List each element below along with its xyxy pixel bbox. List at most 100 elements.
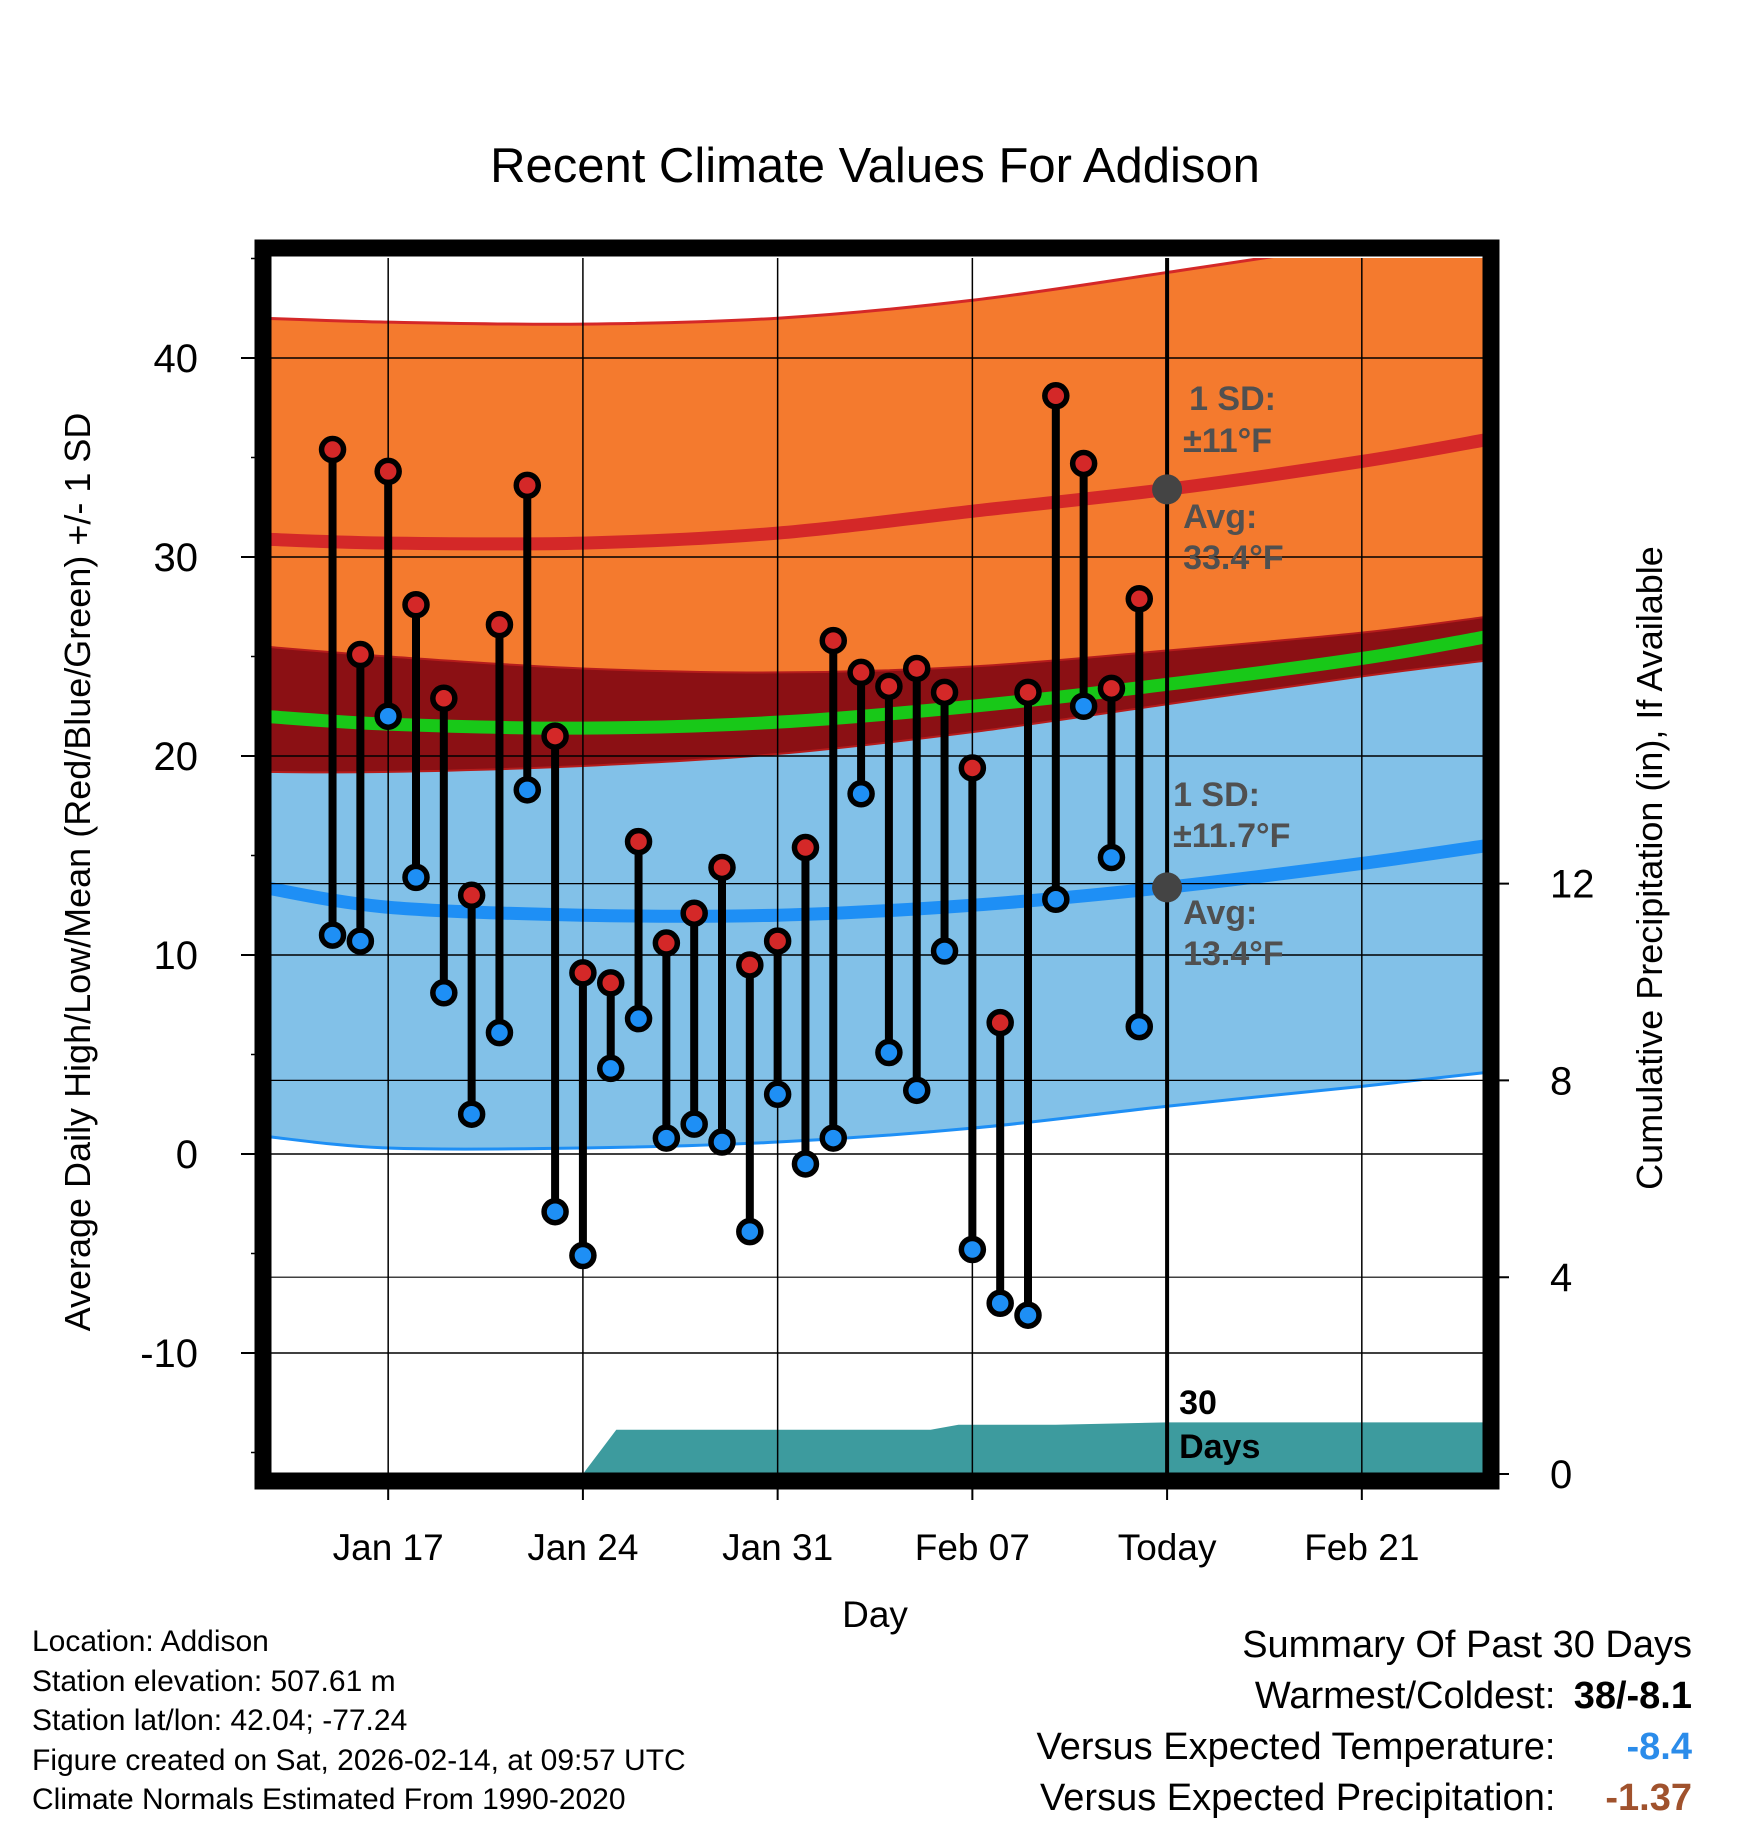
obs-low-point: [958, 1235, 987, 1264]
obs-high-point: [763, 927, 792, 955]
high-sd-value: ±11°F: [1183, 422, 1272, 460]
summary-temp-row: Versus Expected Temperature: -8.4: [1037, 1722, 1692, 1773]
obs-low-point: [402, 863, 430, 892]
obs-high-point: [1042, 382, 1070, 410]
obs-low-point: [541, 1197, 569, 1226]
x-tick-label: Jan 31: [722, 1527, 833, 1568]
obs-high-point: [930, 678, 959, 707]
today-high-marker: [1152, 474, 1183, 505]
high-avg-label: Avg:: [1183, 498, 1257, 536]
low-sd-lower-line: [263, 1070, 1487, 1151]
obs-high-point: [819, 626, 848, 655]
x-tick-label: Jan 17: [333, 1527, 444, 1568]
y2-tick-label: 0: [1550, 1453, 1572, 1497]
obs-low-point: [596, 1054, 625, 1083]
obs-low-point: [430, 979, 458, 1007]
obs-high-point: [1069, 449, 1098, 478]
summary-panel: Summary Of Past 30 Days Warmest/Coldest:…: [1037, 1620, 1692, 1824]
today-low-marker: [1152, 872, 1183, 903]
y2-tick-label: 12: [1550, 863, 1595, 907]
x-tick-label: Today: [1118, 1527, 1217, 1568]
high-sd-label: 1 SD:: [1189, 380, 1276, 418]
high-sd-lower-line: [263, 615, 1487, 674]
obs-low-point: [457, 1100, 486, 1128]
obs-low-point: [1125, 1012, 1154, 1041]
high-avg-value: 33.4°F: [1183, 539, 1284, 577]
location-text: Location: Addison: [32, 1625, 269, 1658]
summary-warmest-row: Warmest/Coldest: 38/-8.1: [1037, 1671, 1692, 1722]
obs-high-point: [1014, 678, 1042, 707]
precip-anomaly-value: -1.37: [1605, 1777, 1692, 1819]
obs-high-point: [624, 827, 653, 856]
obs-low-point: [1042, 885, 1070, 914]
obs-low-point: [374, 702, 402, 730]
obs-low-point: [624, 1004, 653, 1033]
obs-low-point: [485, 1018, 514, 1047]
obs-high-point: [958, 754, 987, 782]
obs-low-point: [902, 1076, 931, 1105]
obs-high-point: [485, 610, 514, 639]
x-axis-label: Day: [842, 1594, 908, 1635]
obs-low-point: [819, 1124, 848, 1152]
y-tick-label: 40: [154, 337, 199, 381]
precip-area: [263, 1422, 1487, 1474]
plot-frame: [254, 239, 1500, 1490]
obs-high-point: [1125, 585, 1154, 613]
warmest-label: Warmest/Coldest:: [1254, 1675, 1556, 1717]
obs-high-point: [791, 833, 820, 862]
obs-high-point: [902, 654, 931, 683]
high-sd-band: [263, 258, 1487, 673]
obs-low-point: [1014, 1301, 1042, 1329]
summary-precip-row: Versus Expected Precipitation: -1.37: [1037, 1773, 1692, 1824]
x-tick-label: Jan 24: [527, 1527, 638, 1568]
obs-high-point: [402, 591, 430, 619]
y-tick-label: 30: [154, 536, 199, 580]
y-tick-label: 0: [176, 1133, 198, 1177]
created-text: Figure created on Sat, 2026-02-14, at 09…: [32, 1743, 686, 1777]
normal-low-line: [263, 839, 1487, 923]
station-info: Location: Addison Station elevation: 507…: [32, 1622, 686, 1820]
x-tick-label: Feb 21: [1304, 1527, 1419, 1568]
obs-high-point: [1097, 674, 1126, 703]
obs-low-point: [1097, 843, 1126, 872]
y2-axis-label: Cumulative Precipitation (in), If Availa…: [1629, 546, 1670, 1190]
obs-high-point: [374, 457, 402, 486]
summary-title: Summary Of Past 30 Days: [1242, 1624, 1692, 1666]
obs-high-point: [457, 881, 486, 910]
y-tick-label: 10: [154, 934, 199, 978]
obs-low-point: [513, 776, 542, 804]
today-days-label: 30: [1179, 1384, 1217, 1422]
obs-low-point: [791, 1150, 820, 1178]
obs-low-point: [1069, 692, 1098, 720]
obs-high-point: [847, 658, 875, 687]
y2-tick-label: 4: [1550, 1256, 1572, 1300]
obs-high-point: [596, 969, 625, 997]
y-tick-label: 20: [154, 735, 199, 779]
obs-high-point: [318, 435, 347, 464]
obs-high-point: [986, 1008, 1014, 1037]
obs-low-point: [986, 1289, 1014, 1317]
obs-low-point: [708, 1128, 736, 1156]
warmest-value: 38/-8.1: [1573, 1675, 1692, 1717]
low-sd-value: ±11.7°F: [1173, 817, 1290, 855]
precip-anomaly-label: Versus Expected Precipitation:: [1040, 1777, 1556, 1819]
chart-title: Recent Climate Values For Addison: [490, 139, 1260, 193]
obs-low-point: [847, 780, 875, 808]
obs-low-point: [318, 921, 347, 949]
obs-high-point: [541, 722, 569, 750]
obs-high-point: [569, 959, 597, 987]
obs-high-point: [680, 899, 708, 927]
obs-high-point: [708, 853, 736, 882]
y2-tick-label: 8: [1550, 1059, 1572, 1103]
obs-low-point: [680, 1110, 708, 1138]
obs-high-point: [736, 951, 764, 979]
low-avg-value: 13.4°F: [1183, 935, 1284, 973]
obs-low-point: [930, 937, 959, 965]
elevation-text: Station elevation: 507.61 m: [32, 1664, 396, 1698]
obs-high-point: [652, 929, 681, 957]
obs-high-point: [513, 471, 542, 500]
normals-text: Climate Normals Estimated From 1990-2020: [32, 1783, 626, 1816]
obs-high-point: [346, 640, 375, 669]
y-tick-label: -10: [140, 1332, 198, 1376]
